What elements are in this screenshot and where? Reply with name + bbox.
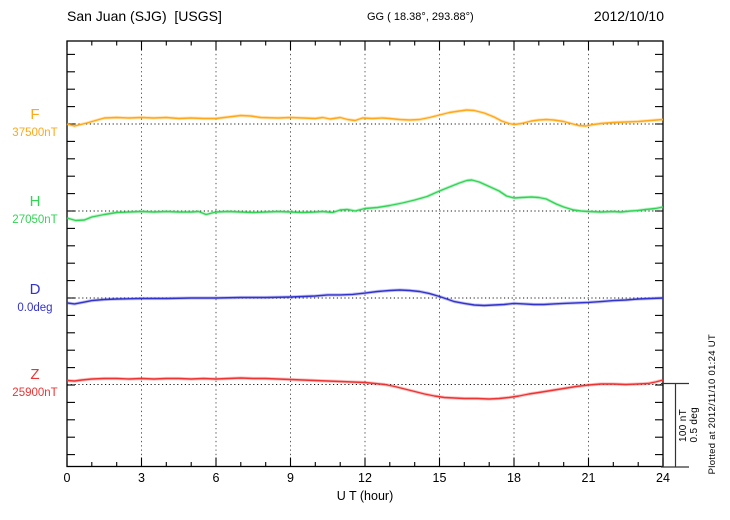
trace-Z: [66, 377, 664, 400]
scale-bar-deg-label: 0.5 deg: [689, 407, 700, 443]
trace-reference-Z: 25900nT: [12, 387, 58, 399]
x-tick-label-6: 6: [212, 471, 220, 485]
scale-bar-nt-label: 100 nT: [678, 408, 689, 442]
x-tick-label-18: 18: [507, 471, 521, 485]
trace-label-F: F 37500nT: [4, 107, 66, 140]
x-tick-label-3: 3: [138, 471, 145, 485]
trace-label-H: H 27050nT: [4, 194, 66, 227]
x-tick-label-12: 12: [358, 471, 372, 485]
plotted-at-text: Plotted at 2012/11/10 01:24 UT: [707, 333, 718, 475]
scale-bar-labels: 100 nT 0.5 deg: [678, 383, 700, 467]
x-tick-label-9: 9: [287, 471, 294, 485]
trace-reference-H: 27050nT: [12, 214, 58, 226]
x-tick-label-15: 15: [432, 471, 447, 485]
plotted-at-note: Plotted at 2012/11/10 01:24 UT: [707, 328, 718, 480]
trace-D: [66, 289, 664, 307]
scale-bar: [661, 382, 689, 468]
trace-reference-D: 0.0deg: [17, 302, 53, 314]
station-title: San Juan (SJG) [USGS]: [67, 8, 222, 24]
trace-letter-Z: Z: [30, 366, 40, 383]
trace-label-D: D 0.0deg: [4, 282, 66, 315]
trace-F: [66, 109, 664, 127]
observation-date: 2012/10/10: [593, 8, 664, 24]
x-tick-label-21: 21: [581, 471, 596, 485]
x-axis-title: U T (hour): [336, 489, 394, 503]
trace-letter-F: F: [30, 106, 40, 123]
x-tick-label-0: 0: [63, 471, 71, 485]
geographic-coordinates: GG ( 18.38°, 293.88°): [367, 11, 474, 23]
trace-label-Z: Z 25900nT: [4, 367, 66, 400]
trace-letter-H: H: [29, 193, 41, 210]
x-tick-label-24: 24: [656, 471, 670, 485]
trace-reference-F: 37500nT: [12, 127, 58, 139]
trace-H: [66, 179, 664, 222]
trace-letter-D: D: [29, 281, 41, 298]
trace-Z-halo: [66, 376, 664, 401]
